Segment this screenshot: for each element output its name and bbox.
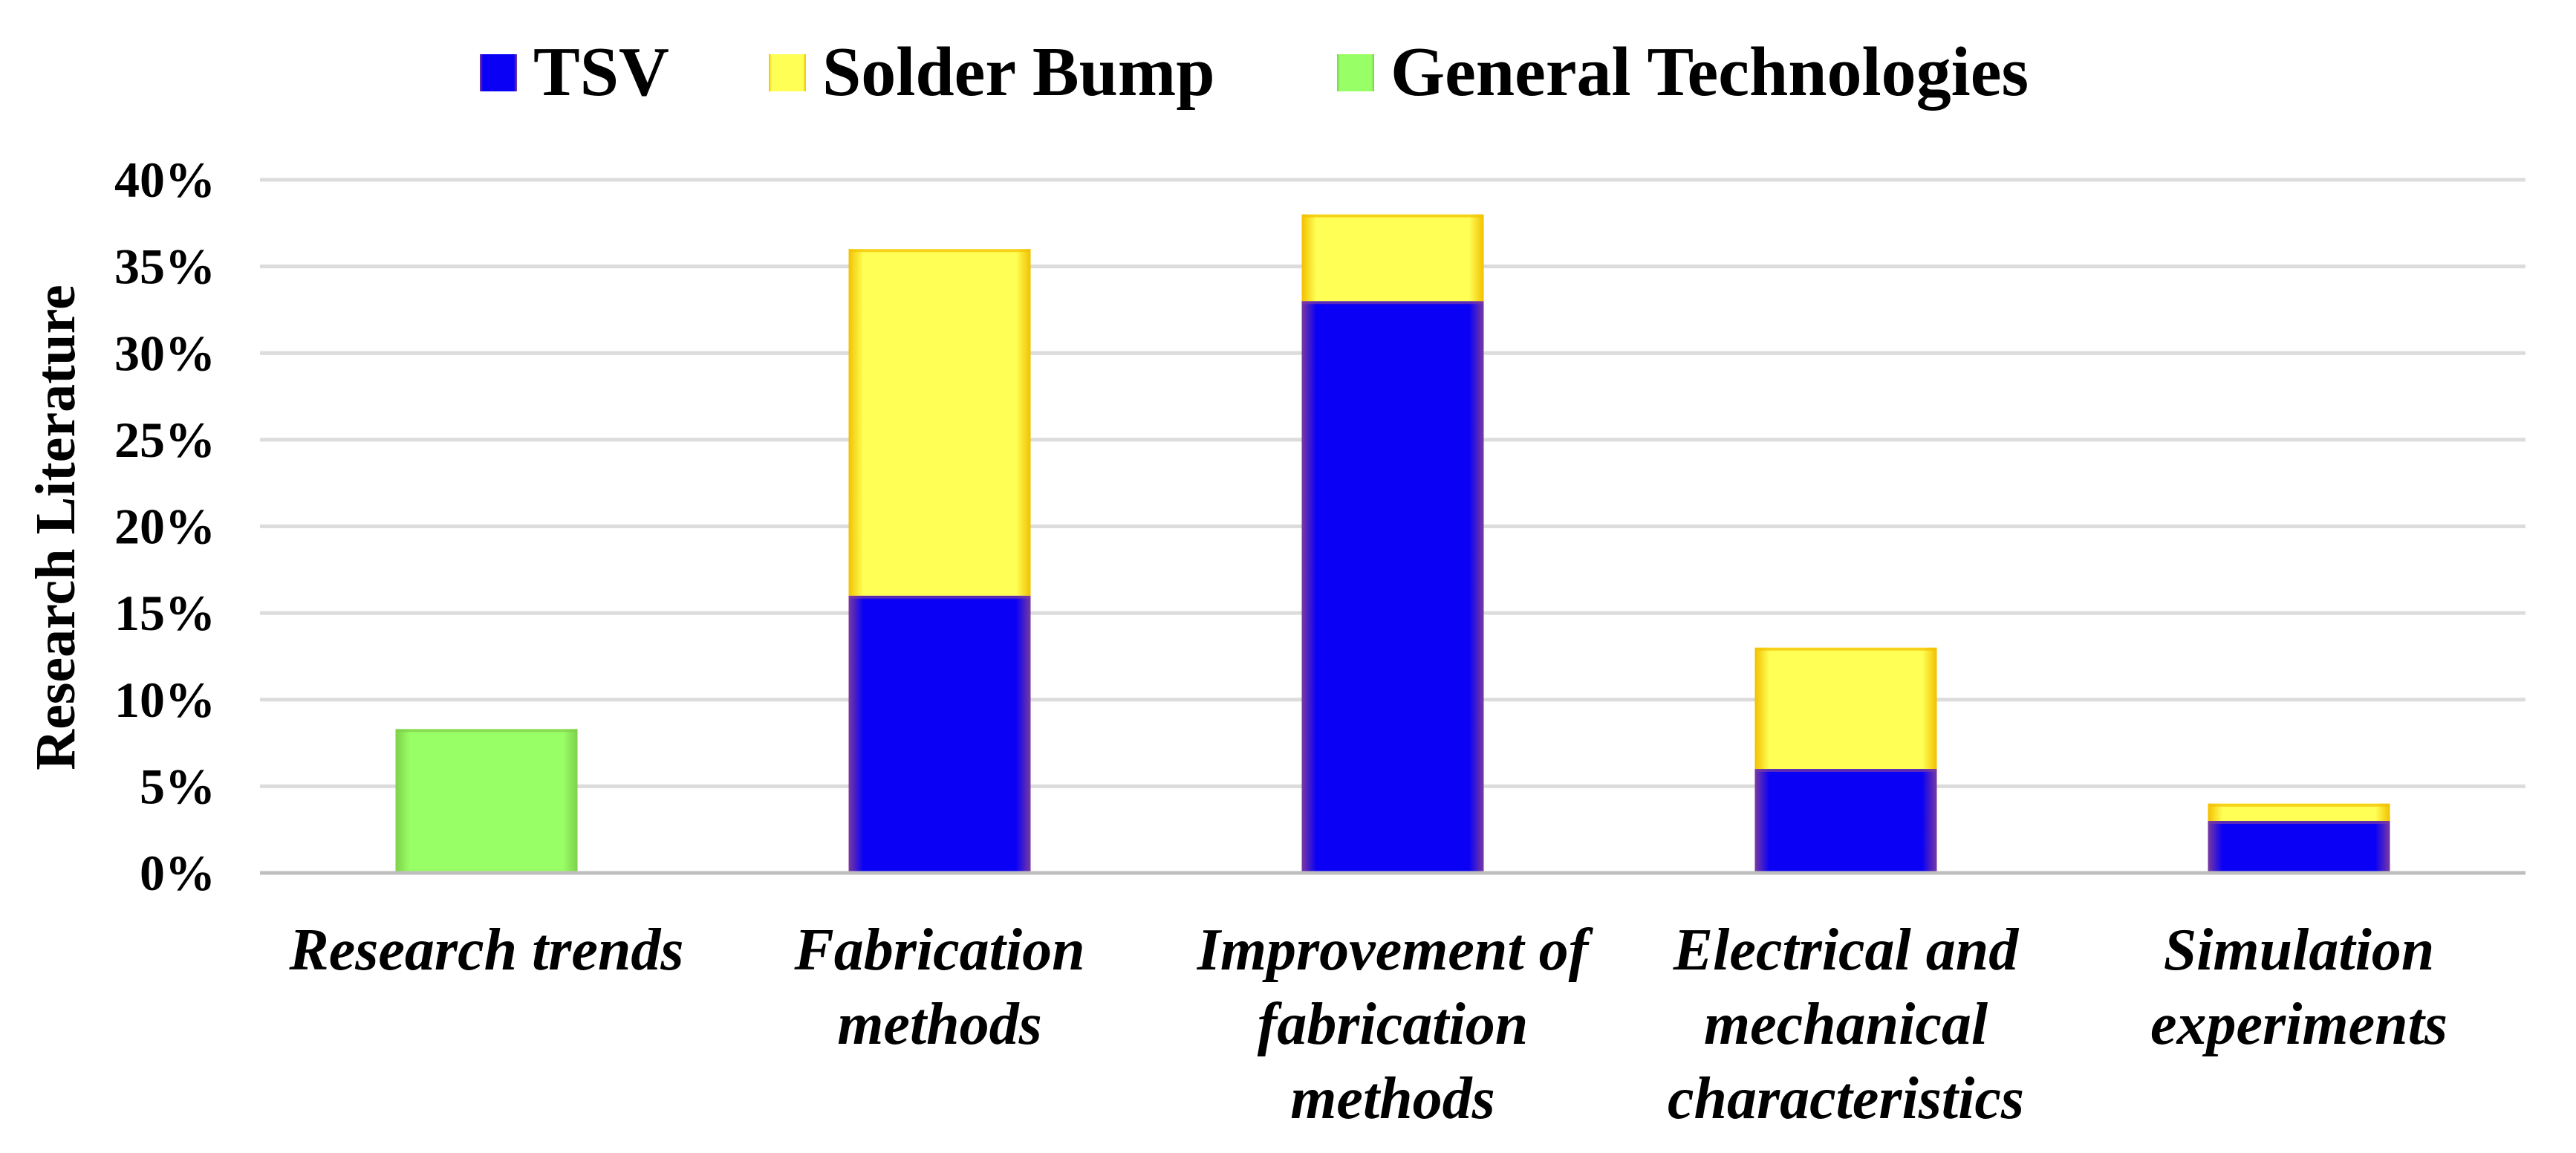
bar-tsv xyxy=(2208,821,2390,873)
y-tick-label: 10% xyxy=(114,672,215,728)
x-category-label: Research trends xyxy=(288,917,683,983)
legend-item-tsv: TSV xyxy=(480,33,669,111)
x-category-label: Improvement of fabrication methods xyxy=(1197,917,1594,1131)
bar-general-technologies xyxy=(395,729,578,873)
legend-swatch xyxy=(480,54,517,91)
y-axis-ticks: 0% 5% 10% 15% 20% 25% 30% 35% 40% xyxy=(114,152,215,901)
legend-item-solder-bump: Solder Bump xyxy=(769,33,1214,111)
legend-item-general-technologies: General Technologies xyxy=(1337,33,2029,111)
y-tick-label: 35% xyxy=(114,238,215,295)
y-tick-label: 5% xyxy=(140,758,215,814)
bar-solder-bump xyxy=(848,249,1031,596)
x-axis-labels: Research trends Fabrication methods Improve… xyxy=(288,917,2447,1131)
y-axis-title: Research Literature xyxy=(25,285,87,770)
bar-tsv xyxy=(848,595,1031,873)
legend-swatch xyxy=(1337,54,1374,91)
bar-solder-bump xyxy=(1301,214,1484,302)
y-tick-label: 25% xyxy=(114,412,215,468)
legend: TSV Solder Bump General Technologies xyxy=(480,33,2029,111)
y-tick-label: 40% xyxy=(114,152,215,208)
bar-tsv xyxy=(1301,301,1484,873)
x-category-label: Electrical and mechanical characteristics xyxy=(1668,917,2024,1131)
y-tick-label: 15% xyxy=(114,585,215,641)
bar-solder-bump xyxy=(1754,647,1937,770)
x-category-label: Fabrication methods xyxy=(793,917,1084,1057)
legend-label: TSV xyxy=(533,33,669,111)
bar-solder-bump xyxy=(2208,803,2390,822)
y-tick-label: 20% xyxy=(114,498,215,555)
y-tick-label: 30% xyxy=(114,325,215,381)
y-tick-label: 0% xyxy=(140,845,215,901)
x-category-label: Simulation experiments xyxy=(2150,917,2447,1057)
bars xyxy=(395,214,2390,873)
legend-label: General Technologies xyxy=(1391,33,2029,111)
legend-swatch xyxy=(769,54,806,91)
bar-tsv xyxy=(1754,769,1937,873)
legend-label: Solder Bump xyxy=(822,33,1214,111)
